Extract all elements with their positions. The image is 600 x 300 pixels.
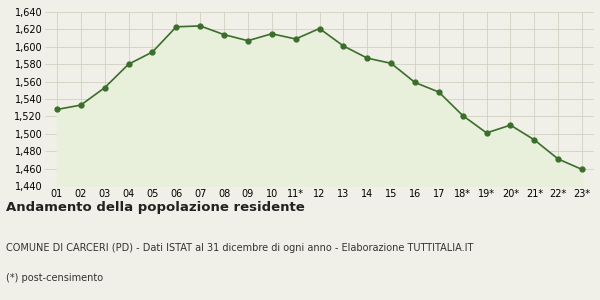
Text: (*) post-censimento: (*) post-censimento (6, 273, 103, 283)
Text: COMUNE DI CARCERI (PD) - Dati ISTAT al 31 dicembre di ogni anno - Elaborazione T: COMUNE DI CARCERI (PD) - Dati ISTAT al 3… (6, 243, 473, 253)
Text: Andamento della popolazione residente: Andamento della popolazione residente (6, 201, 305, 214)
